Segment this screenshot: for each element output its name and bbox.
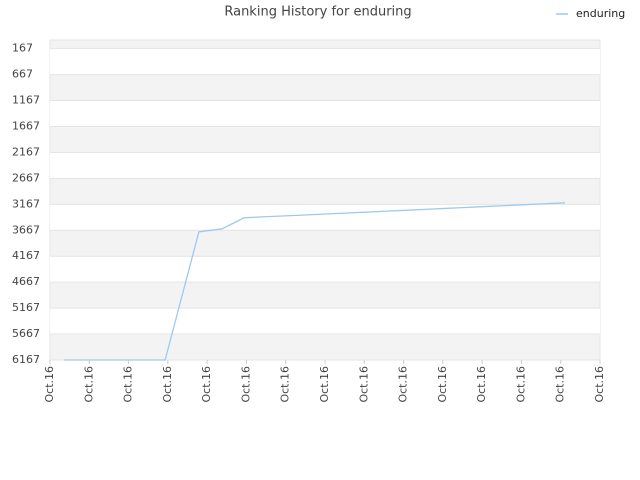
- plot-area: [49, 39, 601, 361]
- x-tick-label: Oct.16: [593, 366, 606, 403]
- y-tick-label: 2167: [12, 145, 40, 158]
- x-tick-label: Oct.16: [436, 366, 449, 403]
- x-tick-label: Oct.16: [279, 366, 292, 403]
- band: [50, 152, 600, 179]
- x-tick-label: Oct.16: [514, 366, 527, 403]
- y-tick-label: 1667: [12, 119, 40, 132]
- x-tick-label: Oct.16: [318, 366, 331, 403]
- band: [50, 204, 600, 231]
- x-tick-label: Oct.16: [475, 366, 488, 403]
- y-tick-label: 5667: [12, 327, 40, 340]
- band: [50, 308, 600, 335]
- legend-label: enduring: [576, 7, 625, 20]
- x-tick-label: Oct.16: [357, 366, 370, 403]
- x-tick-label: Oct.16: [239, 366, 252, 403]
- y-tick-label: 6167: [12, 353, 40, 366]
- x-tick-label: Oct.16: [161, 366, 174, 403]
- y-tick-label: 3667: [12, 223, 40, 236]
- x-tick-label: Oct.16: [82, 366, 95, 403]
- y-tick-label: 1167: [12, 94, 40, 107]
- x-tick-label: Oct.16: [43, 366, 56, 403]
- y-tick-label: 5167: [12, 301, 40, 314]
- line: [64, 202, 566, 361]
- band: [50, 256, 600, 283]
- y-tick-label: 4667: [12, 275, 40, 288]
- y-tick-label: 2667: [12, 171, 40, 184]
- x-tick-label: Oct.16: [554, 366, 567, 403]
- band: [50, 100, 600, 127]
- x-tick-label: Oct.16: [200, 366, 213, 403]
- y-tick-label: 4167: [12, 249, 40, 262]
- x-tick-label: Oct.16: [122, 366, 135, 403]
- chart-title: Ranking History for enduring: [224, 5, 411, 20]
- y-tick-label: 667: [12, 68, 33, 81]
- y-tick-label: 3167: [12, 197, 40, 210]
- y-tick-label: 167: [12, 42, 33, 55]
- band: [50, 48, 600, 75]
- x-tick-label: Oct.16: [397, 366, 410, 403]
